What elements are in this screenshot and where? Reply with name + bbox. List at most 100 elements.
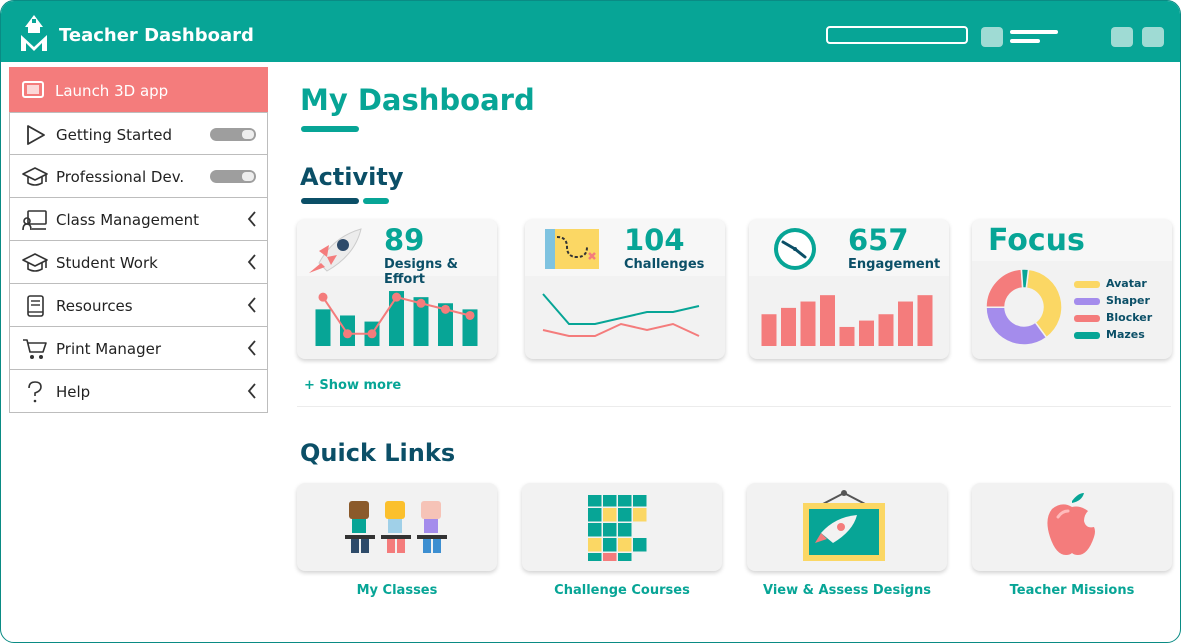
sidebar-item-label: Resources <box>56 297 133 315</box>
challenges-card[interactable]: 104 Challenges <box>525 219 725 359</box>
grid-block <box>603 523 617 537</box>
chart-line <box>542 293 700 325</box>
chart-bar <box>859 320 874 346</box>
donut-slice <box>985 268 1024 308</box>
show-more-link[interactable]: + Show more <box>304 378 402 393</box>
sidebar-item-student-work[interactable]: Student Work <box>9 241 268 284</box>
getting-started-toggle[interactable] <box>210 128 256 141</box>
engagement-card[interactable]: 657 Engagement <box>749 219 949 359</box>
chart-bar <box>878 314 894 346</box>
chart-bar <box>761 314 777 346</box>
challenge-courses-link[interactable]: Challenge Courses <box>554 583 690 598</box>
teacher-board-icon <box>22 210 47 231</box>
teacher-missions-card[interactable] <box>972 483 1172 571</box>
book-icon <box>27 295 44 317</box>
sidebar-item-professional-dev[interactable]: Professional Dev. <box>9 155 268 198</box>
page-title: My Dashboard <box>300 83 535 117</box>
chart-point <box>416 298 426 308</box>
graduation-cap-icon <box>22 253 48 272</box>
chevron-left-icon <box>247 254 256 270</box>
app-title: Teacher Dashboard <box>59 25 254 46</box>
activity-underline <box>363 198 389 204</box>
view-assess-designs-link[interactable]: View & Assess Designs <box>763 583 931 598</box>
chart-bar <box>820 295 835 346</box>
sidebar-item-print-manager[interactable]: Print Manager <box>9 327 268 370</box>
activity-underline <box>301 198 359 204</box>
chart-point <box>441 304 450 314</box>
grid-block <box>618 538 632 552</box>
chart-bar <box>462 309 478 346</box>
grid-block <box>588 508 602 522</box>
my-classes-link[interactable]: My Classes <box>356 583 438 598</box>
sidebar-item-getting-started[interactable]: Getting Started <box>9 112 268 155</box>
window-button[interactable] <box>1142 27 1164 47</box>
designs-effort-card[interactable]: 89 Designs & Effort <box>297 219 497 359</box>
challenges-label: Challenges <box>624 257 705 272</box>
grid-block <box>618 508 632 522</box>
chart-point <box>465 310 475 320</box>
sidebar-item-label: Launch 3D app <box>55 82 169 100</box>
chart-line <box>542 322 700 337</box>
designs-label: Designs & Effort <box>384 257 458 287</box>
window-button[interactable] <box>1111 27 1133 47</box>
grid-block <box>618 495 632 507</box>
sidebar-item-launch-3d-app[interactable]: Launch 3D app <box>9 67 268 112</box>
apple-icon <box>1047 493 1095 555</box>
sidebar-item-label: Student Work <box>56 254 158 272</box>
grid-block <box>633 495 647 507</box>
chart-bar <box>389 291 404 346</box>
grid-block <box>633 538 647 552</box>
my-classes-card[interactable] <box>297 483 497 571</box>
challenges-chart <box>542 293 700 337</box>
grid-block <box>618 523 632 537</box>
sidebar-item-label: Getting Started <box>56 126 172 144</box>
grid-block <box>633 508 647 522</box>
sidebar-item-help[interactable]: Help <box>9 370 268 413</box>
focus-donut-chart <box>985 268 1063 346</box>
chart-bar <box>898 301 913 346</box>
engagement-value: 657 <box>848 223 909 257</box>
engagement-label: Engagement <box>848 257 941 272</box>
menu-line-icon[interactable] <box>1010 39 1040 43</box>
grid-block <box>603 495 617 507</box>
legend-blocker: Blocker <box>1074 311 1152 324</box>
rocket-frame-icon <box>803 490 885 561</box>
search-input[interactable] <box>826 26 968 44</box>
top-bar: Teacher Dashboard <box>1 1 1180 62</box>
chart-point <box>392 292 401 302</box>
chart-bar <box>800 301 816 346</box>
chart-bar <box>315 309 331 346</box>
grid-block <box>603 553 617 561</box>
map-icon <box>545 229 599 269</box>
grid-block <box>588 538 602 552</box>
graduation-cap-icon <box>22 167 48 186</box>
grid-blocks-icon <box>588 495 647 561</box>
sidebar-item-label: Print Manager <box>56 340 162 358</box>
teacher-missions-link[interactable]: Teacher Missions <box>1009 583 1135 598</box>
quick-links-heading: Quick Links <box>300 439 456 467</box>
donut-slice <box>985 306 1048 346</box>
professional-dev-toggle[interactable] <box>210 170 256 183</box>
focus-card[interactable]: Focus Avatar Shaper Blocker Mazes <box>972 219 1172 359</box>
chart-bar <box>781 307 796 346</box>
legend-avatar: Avatar <box>1074 277 1147 290</box>
chart-bar <box>438 303 453 346</box>
grid-block <box>588 523 602 537</box>
grid-block <box>618 553 632 561</box>
sidebar-item-resources[interactable]: Resources <box>9 284 268 327</box>
view-assess-designs-card[interactable] <box>747 483 947 571</box>
chevron-left-icon <box>247 340 256 356</box>
sidebar-item-class-management[interactable]: Class Management <box>9 198 268 241</box>
logo-icon <box>21 15 47 51</box>
rocket-icon <box>309 228 362 273</box>
chevron-left-icon <box>247 211 256 227</box>
cart-icon <box>23 339 47 359</box>
chart-bar <box>839 326 855 346</box>
monitor-icon <box>22 81 44 98</box>
students-icon <box>345 501 447 553</box>
menu-line-icon[interactable] <box>1010 30 1058 34</box>
chevron-left-icon <box>247 297 256 313</box>
challenge-courses-card[interactable] <box>522 483 722 571</box>
notification-button[interactable] <box>981 27 1003 47</box>
donut-slice <box>1020 268 1030 289</box>
